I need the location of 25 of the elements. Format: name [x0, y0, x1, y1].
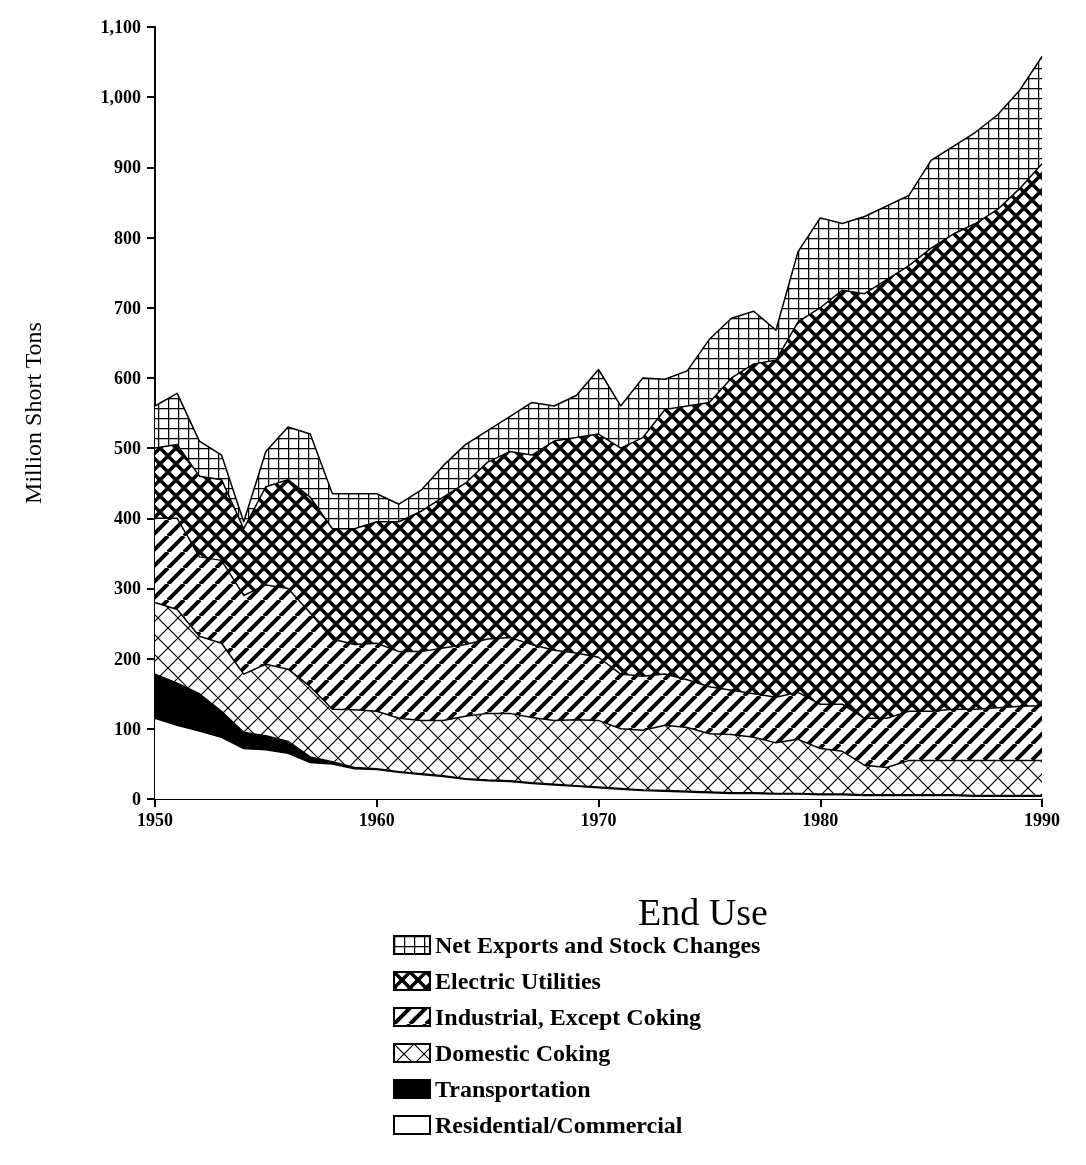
x-tick-label: 1980: [802, 810, 839, 830]
y-tick-label: 700: [114, 297, 141, 318]
legend-label: Transportation: [435, 1076, 591, 1102]
y-tick-label: 1,000: [100, 87, 141, 108]
y-tick-label: 300: [114, 578, 141, 599]
x-tick-label: 1990: [1024, 810, 1060, 830]
y-tick-label: 200: [114, 648, 141, 669]
y-tick-label: 100: [114, 718, 141, 739]
y-axis-title: Million Short Tons: [20, 322, 46, 504]
legend-label: Net Exports and Stock Changes: [435, 932, 761, 958]
y-tick-label: 800: [114, 227, 141, 248]
y-tick-label: 1,100: [100, 17, 141, 37]
x-tick-label: 1960: [358, 810, 395, 830]
x-tick-label: 1970: [580, 810, 617, 830]
x-tick-label: 1950: [137, 810, 173, 830]
legend-label: Residential/Commercial: [435, 1112, 683, 1138]
y-tick-label: 400: [114, 508, 141, 529]
legend-label: Industrial, Except Coking: [435, 1004, 702, 1030]
y-tick-label: 500: [114, 438, 141, 459]
y-tick-label: 600: [114, 367, 141, 388]
y-tick-label: 900: [114, 157, 141, 178]
legend-label: Domestic Coking: [435, 1040, 611, 1066]
legend-title: End Use: [638, 891, 768, 933]
legend-label: Electric Utilities: [435, 968, 601, 994]
y-tick-label: 0: [132, 789, 141, 809]
